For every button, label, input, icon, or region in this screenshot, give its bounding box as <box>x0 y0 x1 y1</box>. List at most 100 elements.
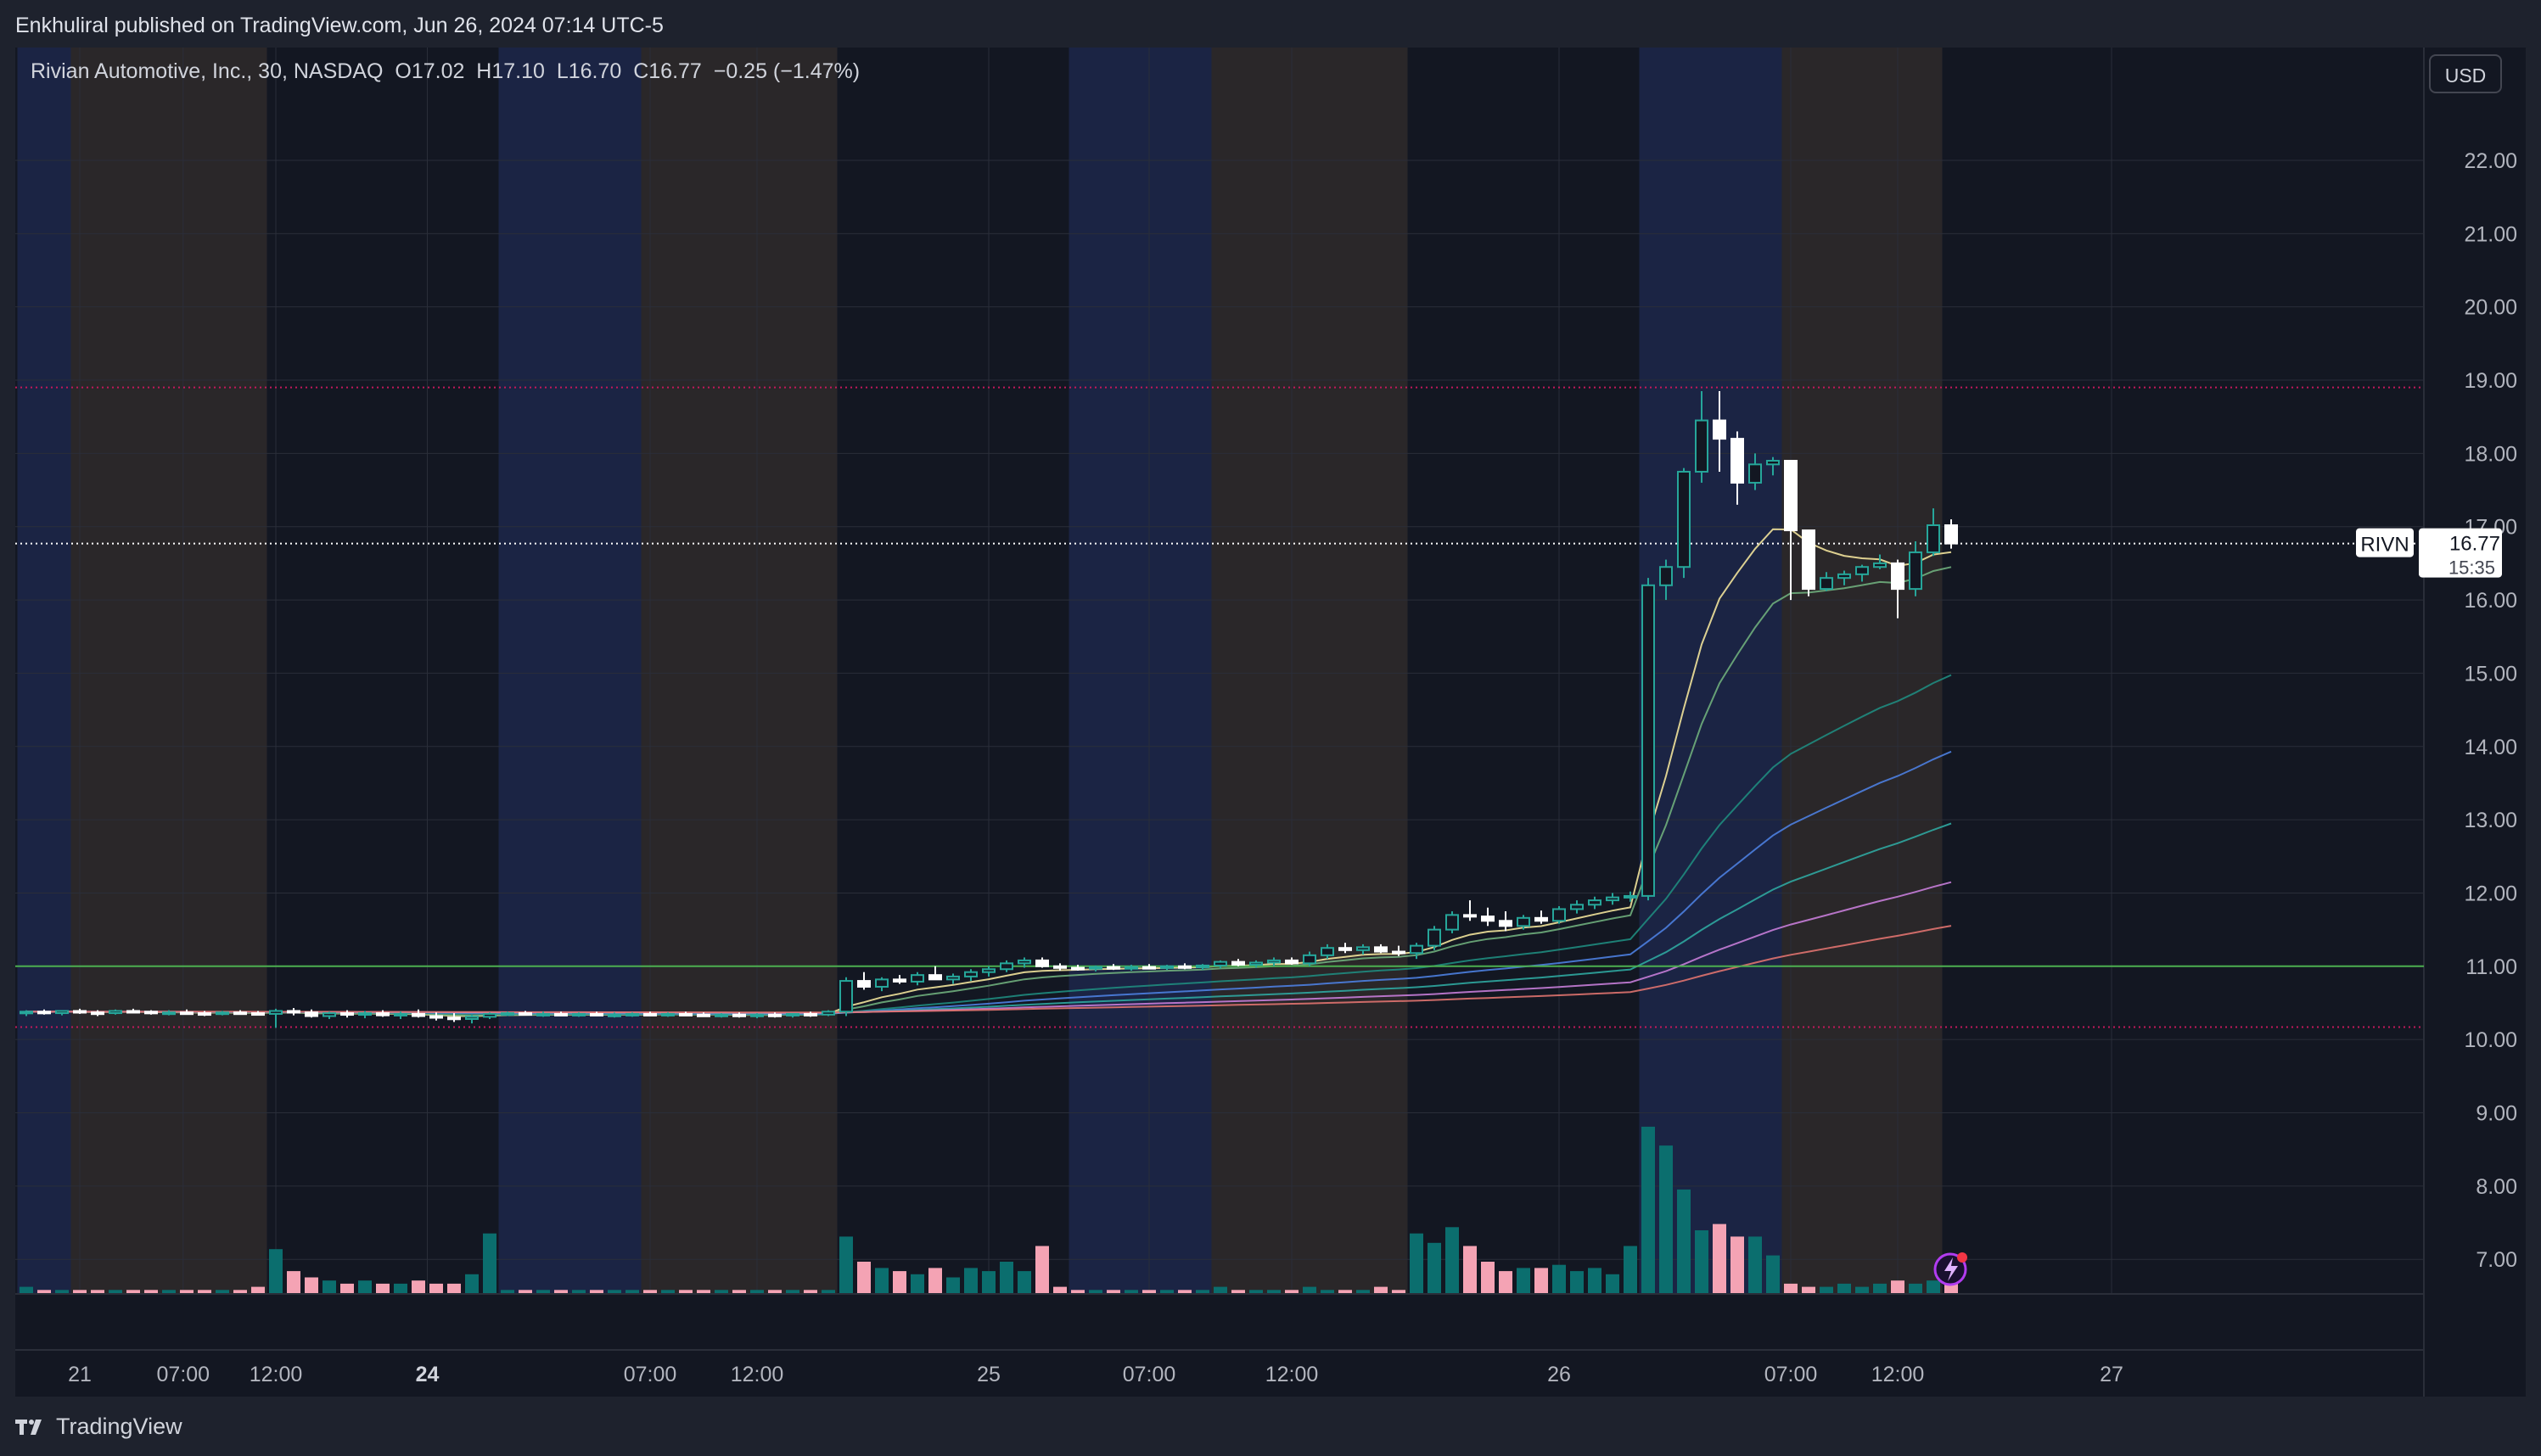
candle-body[interactable] <box>1267 959 1281 964</box>
candle-body[interactable] <box>1659 566 1673 586</box>
candle-body[interactable] <box>198 1012 211 1016</box>
candle-body[interactable] <box>964 971 978 977</box>
candle-body[interactable] <box>1107 966 1120 970</box>
candle-body[interactable] <box>715 1013 728 1017</box>
candle-body[interactable] <box>1909 551 1922 591</box>
candle-body[interactable] <box>839 980 853 1013</box>
candle-body[interactable] <box>429 1015 443 1019</box>
candle-body[interactable] <box>786 1012 799 1016</box>
candle-body[interactable] <box>358 1012 372 1016</box>
legend-symbol[interactable]: Rivian Automotive, Inc., 30, NASDAQ <box>31 59 384 83</box>
candle-body[interactable] <box>1837 573 1851 580</box>
candle-body[interactable] <box>1730 438 1744 484</box>
candle-body[interactable] <box>1748 463 1762 484</box>
candle-body[interactable] <box>1481 916 1495 922</box>
candle-body[interactable] <box>625 1012 639 1016</box>
candle-body[interactable] <box>1927 524 1940 553</box>
candle-body[interactable] <box>376 1012 390 1016</box>
candle-body[interactable] <box>1695 419 1708 473</box>
candle-body[interactable] <box>269 1010 283 1015</box>
candle-body[interactable] <box>768 1013 782 1017</box>
candle-body[interactable] <box>1534 916 1548 922</box>
candle-body[interactable] <box>643 1012 657 1016</box>
candle-body[interactable] <box>91 1011 104 1016</box>
candle-body[interactable] <box>732 1013 746 1017</box>
candle-body[interactable] <box>875 978 889 988</box>
candle-body[interactable] <box>1624 894 1637 899</box>
candlestick-chart[interactable]: 22.0021.0020.0019.0018.0017.0016.0015.00… <box>15 48 2526 1397</box>
candle-body[interactable] <box>465 1016 479 1020</box>
currency-button[interactable]: USD <box>2429 54 2502 93</box>
candle-body[interactable] <box>608 1013 621 1017</box>
candle-body[interactable] <box>1606 896 1619 902</box>
candle-body[interactable] <box>661 1012 675 1016</box>
candle-body[interactable] <box>340 1012 354 1016</box>
candle-body[interactable] <box>679 1012 693 1016</box>
candle-body[interactable] <box>1053 965 1067 969</box>
candle-body[interactable] <box>1410 944 1423 955</box>
candle-body[interactable] <box>1125 966 1138 970</box>
candle-body[interactable] <box>1570 904 1584 910</box>
candle-body[interactable] <box>412 1012 425 1017</box>
candle-body[interactable] <box>519 1012 532 1016</box>
candle-body[interactable] <box>1499 920 1512 927</box>
candle-body[interactable] <box>233 1011 247 1016</box>
tradingview-brand[interactable]: TradingView <box>15 1414 182 1440</box>
candle-body[interactable] <box>1445 914 1459 931</box>
candle-body[interactable] <box>162 1011 176 1016</box>
candle-body[interactable] <box>1356 946 1370 951</box>
candle-body[interactable] <box>501 1012 514 1016</box>
candle-body[interactable] <box>1285 959 1299 965</box>
candle-body[interactable] <box>1392 950 1405 955</box>
candle-body[interactable] <box>1428 928 1441 947</box>
candle-body[interactable] <box>37 1011 51 1015</box>
candle-body[interactable] <box>216 1011 229 1016</box>
candle-body[interactable] <box>287 1010 300 1014</box>
candle-body[interactable] <box>144 1011 158 1015</box>
candle-body[interactable] <box>394 1012 407 1016</box>
candle-body[interactable] <box>1802 529 1815 591</box>
candle-body[interactable] <box>1018 959 1031 965</box>
candle-body[interactable] <box>1160 965 1174 969</box>
candle-body[interactable] <box>1944 524 1958 545</box>
candle-body[interactable] <box>1231 960 1245 966</box>
candle-body[interactable] <box>323 1012 336 1017</box>
candle-body[interactable] <box>893 978 906 983</box>
candle-body[interactable] <box>1677 470 1691 568</box>
candle-body[interactable] <box>1249 961 1263 966</box>
candle-body[interactable] <box>750 1013 764 1017</box>
candle-body[interactable] <box>1035 959 1049 967</box>
candle-body[interactable] <box>554 1012 568 1016</box>
candle-body[interactable] <box>1089 966 1102 970</box>
candle-body[interactable] <box>946 975 960 981</box>
candle-body[interactable] <box>1374 946 1388 953</box>
candle-body[interactable] <box>1588 899 1601 906</box>
candle-body[interactable] <box>1178 965 1192 969</box>
candle-body[interactable] <box>1766 460 1780 466</box>
candle-body[interactable] <box>1784 460 1798 532</box>
candle-body[interactable] <box>572 1012 586 1016</box>
candle-body[interactable] <box>536 1012 550 1016</box>
candle-body[interactable] <box>1517 916 1530 927</box>
candle-body[interactable] <box>126 1010 140 1014</box>
candle-body[interactable] <box>109 1010 122 1015</box>
candle-body[interactable] <box>1873 562 1887 568</box>
candle-body[interactable] <box>590 1012 603 1016</box>
candle-body[interactable] <box>1891 562 1904 591</box>
candle-body[interactable] <box>180 1011 194 1016</box>
candle-body[interactable] <box>697 1013 710 1017</box>
candle-body[interactable] <box>447 1016 461 1021</box>
candle-body[interactable] <box>911 974 924 983</box>
candle-body[interactable] <box>1321 947 1334 956</box>
last-price-tag[interactable] <box>2419 528 2502 578</box>
candle-body[interactable] <box>483 1012 496 1018</box>
candle-body[interactable] <box>1071 966 1085 971</box>
candle-body[interactable] <box>73 1010 87 1014</box>
candle-body[interactable] <box>1303 954 1316 965</box>
candle-body[interactable] <box>1142 966 1156 970</box>
candle-body[interactable] <box>857 980 871 988</box>
candle-body[interactable] <box>804 1012 817 1016</box>
candle-body[interactable] <box>982 968 996 973</box>
candle-body[interactable] <box>55 1010 69 1015</box>
candle-body[interactable] <box>1641 584 1655 897</box>
